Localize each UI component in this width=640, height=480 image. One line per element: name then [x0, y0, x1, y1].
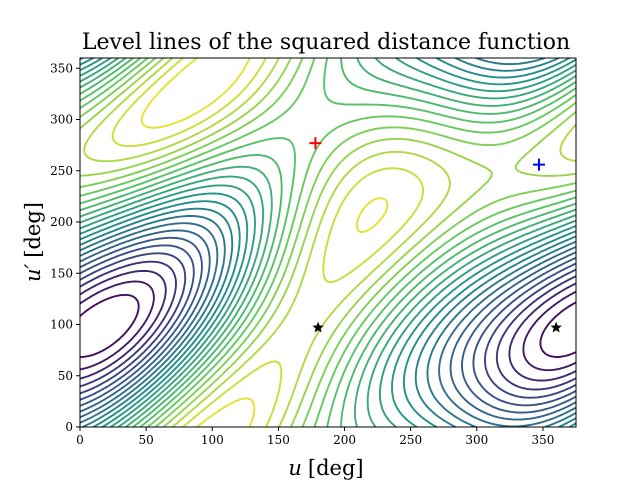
contour-level — [80, 269, 576, 382]
red-plus-marker — [309, 137, 322, 150]
contour-level — [80, 58, 576, 427]
contour-level — [80, 58, 576, 427]
contour-level — [80, 293, 576, 358]
contour-level — [80, 229, 576, 421]
x-tick-label: 350 — [531, 433, 554, 447]
y-axis-unit: [deg] — [21, 202, 45, 258]
y-tick-label: 100 — [50, 318, 73, 332]
contour-level — [80, 244, 576, 407]
y-tick-label: 0 — [65, 420, 73, 434]
contour-level — [80, 260, 576, 391]
x-axis-variable: u — [288, 456, 302, 480]
contour-level — [80, 222, 576, 427]
star-1-marker — [312, 321, 324, 333]
x-tick-label: 250 — [399, 433, 422, 447]
y-axis-variable: u′ — [21, 263, 45, 282]
contour-level — [111, 58, 425, 427]
y-axis-label: u′ [deg] — [21, 202, 45, 282]
contour-level — [80, 236, 576, 414]
contour-level — [80, 58, 576, 427]
x-tick-label: 200 — [333, 433, 356, 447]
contour-level — [80, 280, 576, 372]
chart-title: Level lines of the squared distance func… — [82, 30, 570, 55]
x-tick-label: 100 — [201, 433, 224, 447]
contour-level — [80, 58, 576, 427]
contour-level — [80, 252, 576, 399]
x-tick-label: 150 — [267, 433, 290, 447]
x-tick-label: 0 — [76, 433, 84, 447]
contour-level — [80, 58, 576, 427]
blue-plus-marker — [532, 158, 545, 171]
star-2-marker — [550, 321, 562, 333]
x-tick-label: 300 — [465, 433, 488, 447]
y-tick-label: 350 — [50, 61, 73, 75]
x-axis-unit: [deg] — [308, 456, 364, 480]
marker-layer — [309, 137, 562, 333]
y-tick-label: 50 — [58, 369, 73, 383]
y-axis: 0 50 100 150 200 250 300 350 — [50, 61, 80, 434]
x-tick-label: 50 — [138, 433, 153, 447]
x-axis-label: u [deg] — [288, 456, 363, 480]
contour-lines — [80, 58, 576, 427]
y-tick-label: 200 — [50, 215, 73, 229]
y-tick-label: 300 — [50, 113, 73, 127]
y-tick-label: 150 — [50, 266, 73, 280]
y-tick-label: 250 — [50, 164, 73, 178]
plot-frame — [79, 57, 577, 428]
x-axis: 0 50 100 150 200 250 300 350 — [76, 427, 554, 447]
contour-level — [80, 58, 576, 427]
contour-level — [140, 58, 389, 427]
